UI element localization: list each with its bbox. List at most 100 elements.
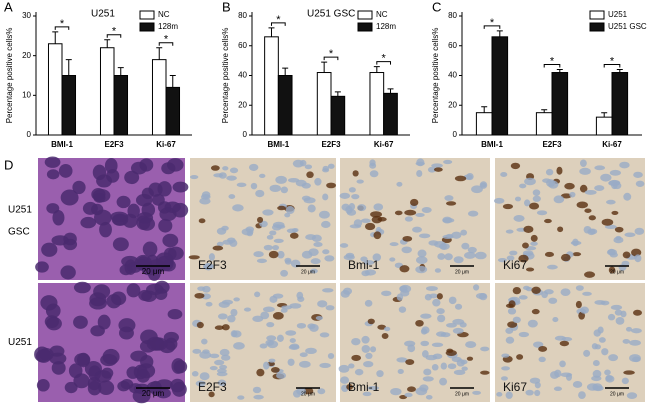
cell-nucleus bbox=[564, 182, 575, 190]
cell-nucleus bbox=[404, 392, 413, 398]
cell-nucleus bbox=[217, 313, 228, 320]
cell-nucleus bbox=[592, 360, 600, 367]
cell-nucleus bbox=[346, 383, 353, 390]
cell-nucleus bbox=[315, 315, 323, 321]
bar bbox=[61, 75, 77, 136]
bar bbox=[369, 72, 385, 136]
cell-nucleus bbox=[307, 204, 316, 213]
significance-bracket bbox=[270, 22, 286, 26]
cell-nucleus bbox=[415, 161, 425, 166]
cell-nucleus bbox=[273, 238, 284, 243]
cell-nucleus bbox=[445, 233, 454, 239]
cell-nucleus bbox=[301, 250, 313, 259]
cell-nucleus bbox=[594, 344, 601, 350]
cell-nucleus bbox=[157, 181, 172, 197]
cell-nucleus bbox=[453, 256, 464, 264]
cell-nucleus bbox=[583, 349, 591, 357]
micrograph bbox=[493, 158, 645, 280]
micrograph bbox=[188, 158, 337, 280]
cell-nucleus bbox=[502, 203, 514, 210]
cell-nucleus bbox=[256, 368, 265, 377]
error-bar bbox=[117, 67, 124, 76]
cell-nucleus bbox=[363, 260, 375, 265]
cell-nucleus bbox=[72, 180, 86, 195]
bar bbox=[113, 75, 129, 136]
cell-nucleus bbox=[299, 360, 311, 368]
cell-nucleus bbox=[415, 212, 425, 217]
cell-nucleus bbox=[561, 336, 573, 342]
cell-nucleus bbox=[360, 256, 368, 262]
cell-nucleus bbox=[508, 300, 516, 308]
cell-nucleus bbox=[266, 335, 277, 342]
cell-nucleus bbox=[343, 287, 353, 295]
bar bbox=[277, 75, 293, 136]
cell-nucleus bbox=[93, 192, 106, 203]
micrograph-background bbox=[190, 283, 336, 402]
cell-nucleus bbox=[229, 167, 239, 174]
cell-nucleus bbox=[162, 233, 179, 248]
cell-nucleus bbox=[89, 297, 107, 310]
cell-nucleus bbox=[127, 203, 140, 219]
cell-nucleus bbox=[615, 316, 625, 325]
significance-mark: * bbox=[610, 55, 615, 67]
cell-nucleus bbox=[233, 297, 240, 302]
cell-nucleus bbox=[423, 368, 432, 376]
cell-nucleus bbox=[434, 268, 442, 273]
cell-nucleus bbox=[531, 286, 541, 295]
cell-nucleus bbox=[440, 362, 448, 370]
cell-nucleus bbox=[322, 168, 330, 173]
cell-nucleus bbox=[389, 242, 399, 247]
cell-nucleus bbox=[572, 252, 582, 257]
cell-nucleus bbox=[98, 380, 115, 395]
cell-nucleus bbox=[601, 218, 614, 226]
cell-nucleus bbox=[509, 250, 518, 256]
cell-nucleus bbox=[609, 169, 622, 176]
cell-nucleus bbox=[399, 265, 410, 273]
cell-nucleus bbox=[544, 218, 552, 224]
cell-nucleus bbox=[196, 321, 204, 329]
cell-nucleus bbox=[285, 206, 295, 214]
cell-nucleus bbox=[97, 314, 111, 330]
cell-nucleus bbox=[147, 265, 161, 281]
cell-nucleus bbox=[166, 158, 184, 172]
y-tick-label: 20 bbox=[22, 51, 31, 60]
cell-nucleus bbox=[473, 284, 480, 291]
cell-nucleus bbox=[607, 248, 616, 255]
cell-nucleus bbox=[607, 313, 616, 321]
cell-nucleus bbox=[205, 301, 213, 307]
cell-nucleus bbox=[256, 216, 264, 223]
error-bar bbox=[334, 91, 341, 97]
cell-nucleus bbox=[201, 191, 211, 199]
cell-nucleus bbox=[219, 348, 230, 356]
cell-nucleus bbox=[369, 170, 379, 178]
cell-nucleus bbox=[361, 344, 371, 353]
cell-nucleus bbox=[286, 228, 298, 234]
cell-nucleus bbox=[218, 172, 227, 179]
cell-nucleus bbox=[266, 322, 275, 328]
cell-nucleus bbox=[513, 214, 525, 222]
cell-nucleus bbox=[263, 306, 275, 313]
bar bbox=[383, 92, 398, 136]
y-tick-label: 0 bbox=[27, 130, 32, 139]
cell-nucleus bbox=[421, 326, 430, 334]
cell-nucleus bbox=[553, 195, 565, 204]
micrograph bbox=[35, 156, 189, 281]
cell-nucleus bbox=[326, 182, 337, 189]
cell-nucleus bbox=[46, 169, 60, 180]
cell-nucleus bbox=[245, 226, 255, 233]
cell-nucleus bbox=[512, 316, 521, 324]
y-tick-label: 0 bbox=[243, 130, 248, 139]
cell-nucleus bbox=[572, 381, 583, 388]
cell-nucleus bbox=[285, 330, 297, 336]
y-tick-label: 60 bbox=[448, 41, 457, 50]
cell-nucleus bbox=[437, 314, 446, 323]
cell-nucleus bbox=[305, 347, 317, 355]
cell-nucleus bbox=[192, 348, 202, 354]
image-label: Bmi-1 bbox=[348, 380, 380, 394]
cell-nucleus bbox=[214, 359, 225, 366]
cell-nucleus bbox=[518, 331, 530, 338]
significance-bracket bbox=[323, 56, 339, 61]
cell-nucleus bbox=[553, 386, 563, 392]
cell-nucleus bbox=[319, 362, 331, 369]
cell-nucleus bbox=[460, 359, 468, 365]
